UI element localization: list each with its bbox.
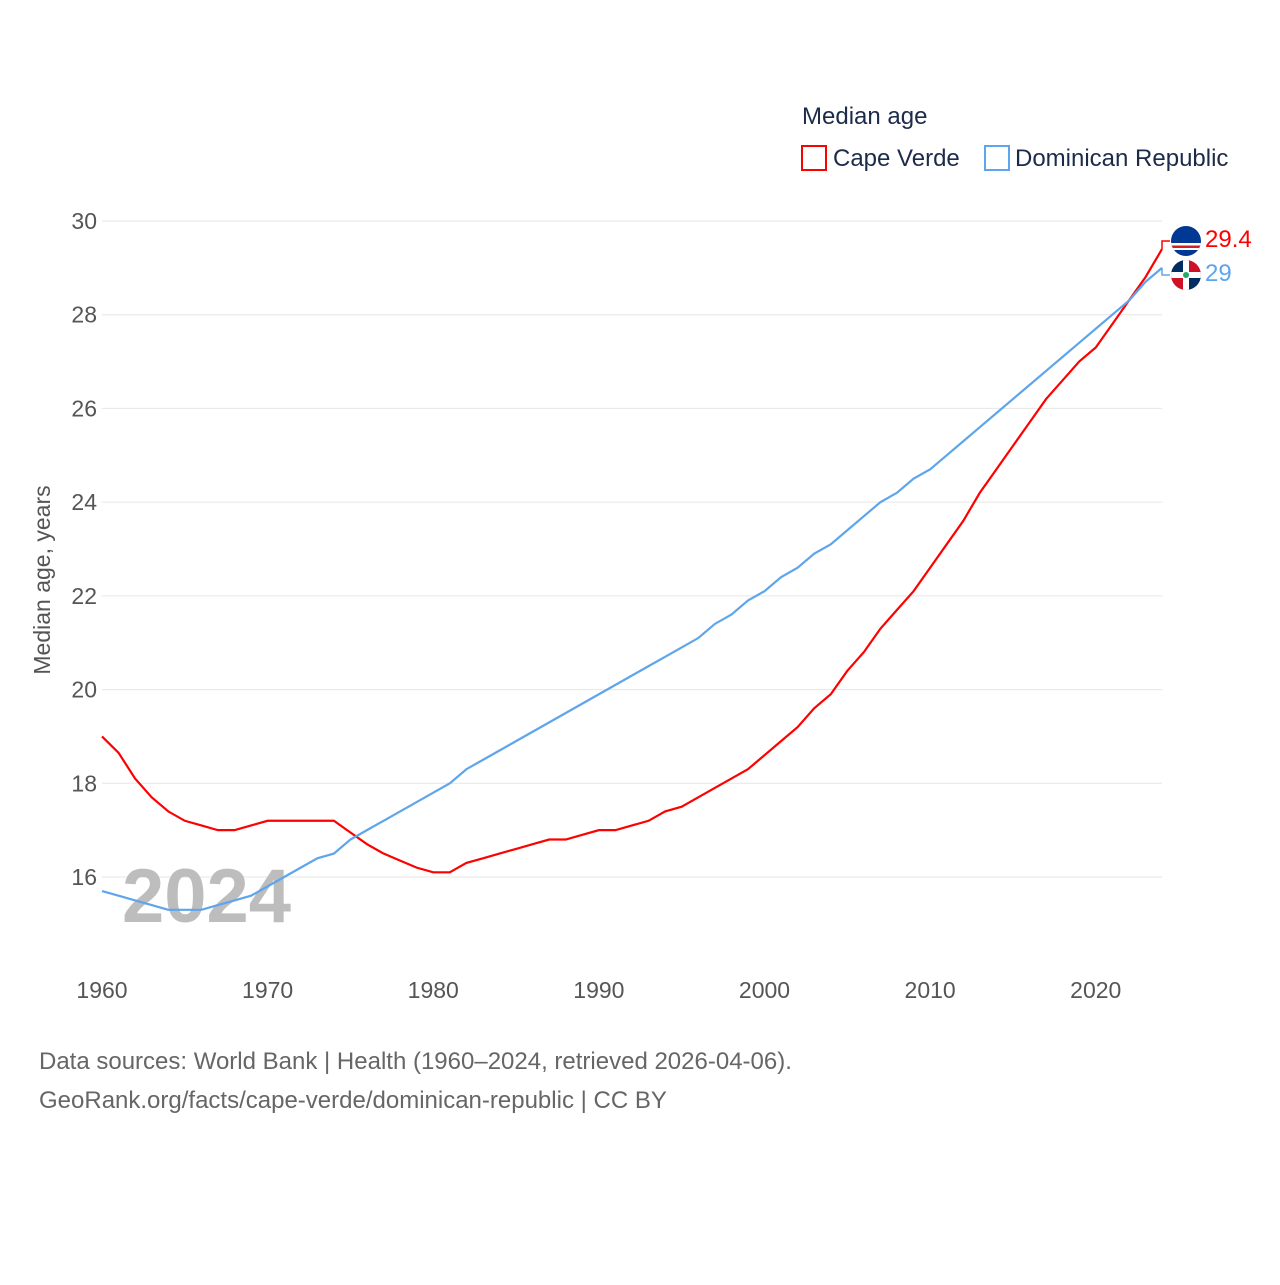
x-tick-label: 1990 [573,977,624,1003]
year-watermark: 2024 [122,854,291,939]
end-label-connector [1161,267,1170,276]
legend-label: Cape Verde [833,145,960,172]
dominican-republic-flag-icon [1171,260,1201,290]
end-label-cape-verde: 29.4 [1205,226,1252,253]
end-label-dominican-republic: 29 [1205,260,1232,287]
legend-title: Median age [802,103,927,130]
x-tick-label: 1960 [76,977,127,1003]
series-line-cape-verde [101,248,1163,874]
y-tick-label: 20 [71,677,97,703]
x-tick-label: 1980 [408,977,459,1003]
footer-link[interactable]: GeoRank.org/facts/cape-verde/dominican-r… [39,1087,667,1114]
cape-verde-flag-icon [1171,226,1201,256]
end-label-connector [1161,240,1170,250]
series-line-dominican-republic [101,267,1163,911]
y-axis-label: Median age, years [29,485,55,674]
y-tick-label: 24 [71,489,97,515]
legend-label: Dominican Republic [1015,145,1228,172]
y-tick-label: 22 [71,583,97,609]
x-tick-label: 1970 [242,977,293,1003]
y-tick-label: 30 [71,208,97,234]
legend-swatch [801,145,827,171]
x-tick-label: 2010 [905,977,956,1003]
y-tick-label: 28 [71,302,97,328]
x-tick-label: 2000 [739,977,790,1003]
x-tick-label: 2020 [1070,977,1121,1003]
y-tick-label: 18 [71,770,97,796]
y-tick-label: 26 [71,395,97,421]
legend-item-dominican-republic[interactable]: Dominican Republic [984,145,1228,172]
footer-source: Data sources: World Bank | Health (1960–… [39,1048,792,1075]
y-tick-label: 16 [71,864,97,890]
legend-item-cape-verde[interactable]: Cape Verde [801,145,960,172]
legend-swatch [984,145,1010,171]
